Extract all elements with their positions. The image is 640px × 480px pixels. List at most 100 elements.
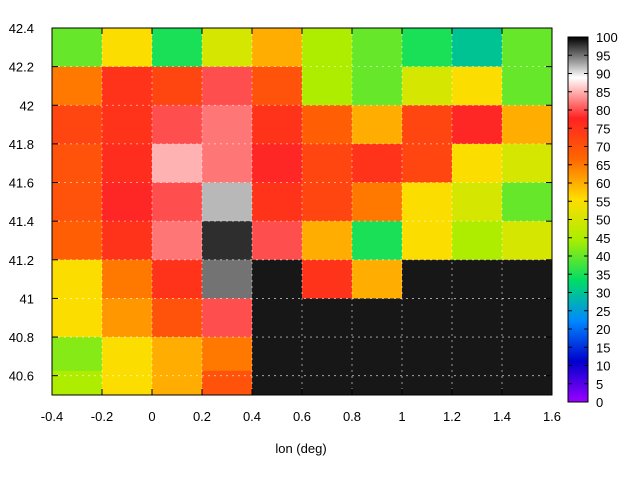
heatmap-cell [152, 298, 203, 338]
heatmap-cell [52, 143, 103, 184]
colorbar-tick-label: 85 [596, 85, 610, 100]
heatmap-cell [102, 259, 153, 299]
colorbar-tick-label: 80 [596, 103, 610, 118]
x-tick-label: 0.6 [293, 409, 311, 424]
heatmap-cell [352, 105, 403, 145]
heatmap-cell [252, 337, 303, 372]
heatmap-cell [352, 370, 403, 395]
x-axis-label: lon (deg) [275, 441, 326, 456]
colorbar-tick-label: 95 [596, 48, 610, 63]
heatmap-cell [302, 66, 353, 106]
heatmap-cell [102, 337, 153, 372]
heatmap-cell [452, 143, 503, 184]
heatmap-cell [502, 259, 552, 299]
heatmap-cell [352, 66, 403, 106]
colorbar-tick-label: 0 [596, 395, 603, 410]
heatmap-cell [202, 66, 253, 106]
heatmap-cell [52, 298, 103, 338]
colorbar-tick-label: 90 [596, 67, 610, 82]
heatmap-cell [402, 259, 453, 299]
x-axis-ticks: -0.4 -0.2 0 0.2 0.4 0.6 0.8 1 1.2 1.4 1.6 [41, 28, 561, 424]
y-tick-label: 40.8 [9, 330, 34, 345]
x-tick-label: 1 [398, 409, 405, 424]
colorbar-ticks: 0 5 10 15 20 25 30 35 40 45 50 55 60 65 70 75 80 85 90 95 10… [568, 30, 618, 410]
heatmap-cell [252, 370, 303, 395]
heatmap-cell [502, 105, 552, 145]
colorbar-tick-label: 70 [596, 140, 610, 155]
heatmap-cell [402, 182, 453, 222]
heatmap-cell [502, 28, 552, 68]
x-tick-label: 0.2 [193, 409, 211, 424]
heatmap-cell [202, 143, 253, 184]
heatmap-cell [252, 105, 303, 145]
y-tick-label: 41.6 [9, 176, 34, 191]
heatmap-cell [452, 259, 503, 299]
heatmap-cell [502, 298, 552, 338]
x-tick-label: -0.2 [91, 409, 113, 424]
y-tick-label: 42.2 [9, 60, 34, 75]
grid-lines [52, 28, 552, 395]
heatmap-cell [452, 221, 503, 261]
heatmap-cell [102, 66, 153, 106]
colorbar-tick-label: 75 [596, 121, 610, 136]
heatmap-cell [402, 337, 453, 372]
heatmap-cell [302, 259, 353, 299]
heatmap-cell [302, 28, 353, 68]
colorbar-tick-label: 100 [596, 30, 618, 45]
colorbar-tick-label: 55 [596, 194, 610, 209]
x-tick-label: 0.8 [343, 409, 361, 424]
y-tick-label: 41.4 [9, 214, 34, 229]
colorbar-tick-label: 5 [596, 377, 603, 392]
heatmap-cell [402, 105, 453, 145]
heatmap-cell [502, 221, 552, 261]
heatmap-cell [402, 66, 453, 106]
heatmap-cell [352, 143, 403, 184]
heatmap-cell [452, 370, 503, 395]
heatmap-cell [452, 28, 503, 68]
heatmap-cell [302, 221, 353, 261]
heatmap-cell [152, 28, 203, 68]
heatmap-cell [402, 221, 453, 261]
colorbar-tick-label: 50 [596, 213, 610, 228]
colorbar-tick-label: 65 [596, 158, 610, 173]
heatmap-cell [352, 221, 403, 261]
heatmap-cell [302, 337, 353, 372]
y-tick-label: 41 [20, 291, 34, 306]
heatmap-cell [152, 66, 203, 106]
heatmap-cell [102, 143, 153, 184]
colorbar-tick-label: 15 [596, 340, 610, 355]
heatmap-cell [502, 66, 552, 106]
heatmap-cell [152, 105, 203, 145]
heatmap-cell [502, 370, 552, 395]
x-tick-label: 1.6 [543, 409, 561, 424]
colorbar-tick-label: 40 [596, 249, 610, 264]
heatmap-cell [152, 337, 203, 372]
x-tick-label: 0 [148, 409, 155, 424]
heatmap-cell [202, 370, 253, 395]
colorbar-tick-label: 20 [596, 322, 610, 337]
y-tick-label: 42.4 [9, 21, 34, 36]
heatmap-cell [302, 105, 353, 145]
heatmap-cell [102, 298, 153, 338]
heatmap-cell [502, 337, 552, 372]
heatmap-cell [402, 143, 453, 184]
y-tick-label: 42 [20, 98, 34, 113]
x-tick-label: 1.2 [443, 409, 461, 424]
heatmap-cell [302, 298, 353, 338]
heatmap-cell [52, 259, 103, 299]
heatmap-cell [202, 105, 253, 145]
heatmap-cell [352, 337, 403, 372]
heatmap-cell [252, 143, 303, 184]
heatmap-cell [52, 221, 103, 261]
heatmap-cell [152, 221, 203, 261]
colorbar-tick-label: 25 [596, 304, 610, 319]
heatmap-cell [52, 370, 103, 395]
colorbar-tick-label: 30 [596, 286, 610, 301]
heatmap-cell [452, 66, 503, 106]
heatmap-cell [202, 182, 253, 222]
heatmap-cell [352, 182, 403, 222]
x-tick-label: -0.4 [41, 409, 63, 424]
heatmap-cell [52, 66, 103, 106]
heatmap-cell [52, 28, 103, 68]
heatmap-cell [452, 337, 503, 372]
